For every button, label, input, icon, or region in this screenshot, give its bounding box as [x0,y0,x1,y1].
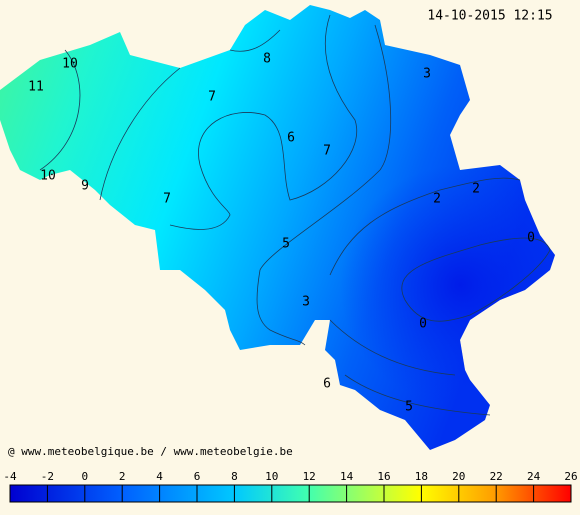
contour-label: 0 [419,317,427,332]
scale-tick-label: -4 [3,470,17,483]
contour-label: 10 [40,169,56,184]
contour-label: 10 [62,57,78,72]
scale-tick-label: 0 [81,470,88,483]
country-shape [0,5,555,450]
contour-label: 2 [433,192,441,207]
contour-label: 6 [323,377,331,392]
contour-label: 6 [287,131,295,146]
contour-label: 2 [472,182,480,197]
timestamp: 14-10-2015 12:15 [427,9,552,24]
contour-label: 7 [323,144,331,159]
scale-tick-label: 16 [377,470,390,483]
color-scale-ticks: -4 -2 0 2 4 6 8 10 12 14 16 18 20 22 24 26 [3,470,578,502]
scale-tick-label: 8 [231,470,238,483]
contour-label: 0 [527,231,535,246]
scale-tick-label: 26 [564,470,577,483]
scale-tick-label: 18 [415,470,428,483]
contour-lines [39,14,551,416]
scale-tick-label: -2 [41,470,54,483]
contour-label: 5 [405,400,413,415]
scale-tick-label: 24 [527,470,541,483]
contour-label: 7 [163,192,171,207]
color-scale [9,484,572,503]
contour-label: 9 [81,179,89,194]
contour-label: 3 [302,295,310,310]
credit: @ www.meteobelgique.be / www.meteobelgie… [8,445,293,458]
contour-label-group: 10 11 8 3 7 6 7 10 9 7 2 2 0 5 3 0 6 5 [28,52,535,415]
scale-tick-label: 4 [156,470,163,483]
scale-tick-label: 14 [340,470,354,483]
scale-tick-label: 6 [194,470,201,483]
scale-tick-label: 2 [119,470,126,483]
scale-tick-label: 20 [452,470,465,483]
contour-label: 7 [208,90,216,105]
scale-tick-label: 10 [265,470,278,483]
scale-tick-label: 12 [303,470,316,483]
contour-label: 5 [282,237,290,252]
contour-label: 3 [423,67,431,82]
contour-label: 11 [28,80,44,95]
contour-label: 8 [263,52,271,67]
scale-tick-label: 22 [490,470,503,483]
